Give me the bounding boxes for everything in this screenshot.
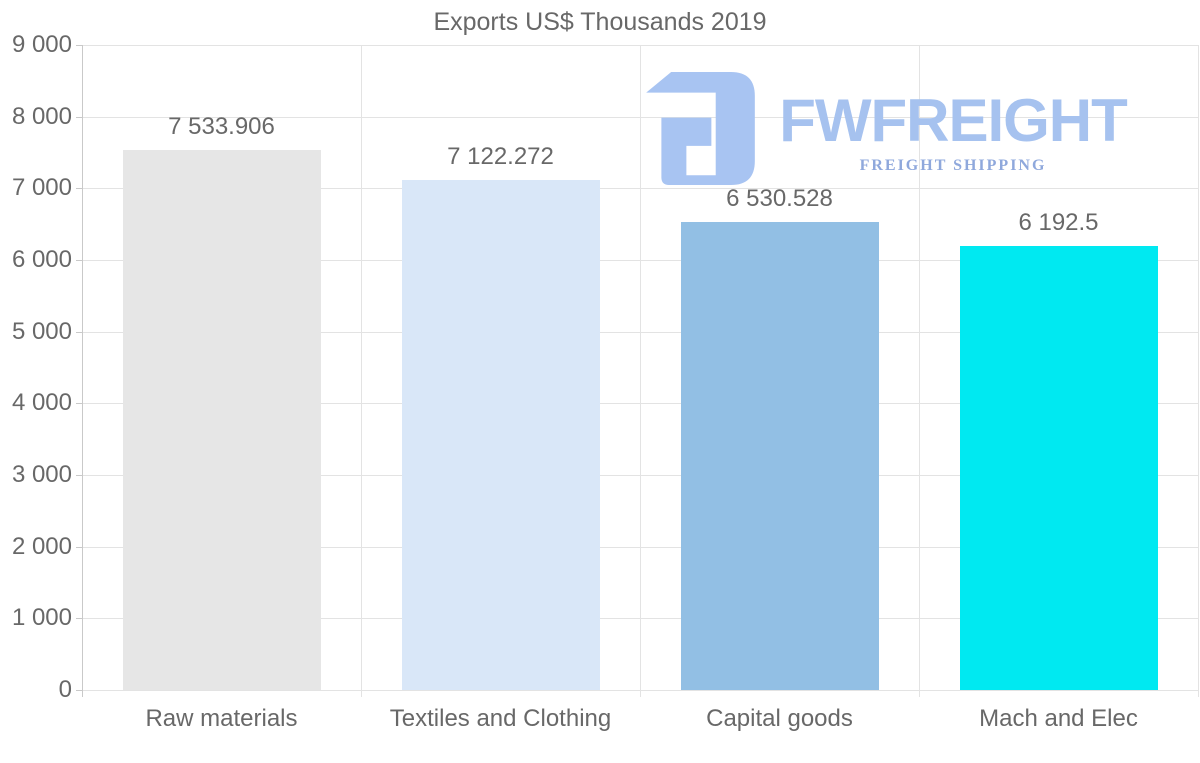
y-axis-label: 0 [58, 676, 72, 703]
y-axis-label: 5 000 [11, 317, 72, 345]
x-axis-label: Raw materials [145, 705, 298, 732]
bar-value-label: 6 530.528 [726, 184, 833, 212]
y-axis-label: 7 000 [11, 174, 72, 202]
y-axis-label: 1 000 [11, 604, 72, 632]
y-tick-mark [76, 260, 82, 261]
y-axis-label: 6 000 [11, 246, 72, 273]
x-gridline [919, 45, 920, 697]
x-gridline [361, 45, 362, 697]
bar-value-label: 7 533.906 [168, 113, 275, 141]
y-axis-label: 2 000 [11, 532, 72, 560]
chart-title: Exports US$ Thousands 2019 [433, 8, 767, 36]
y-axis-label: 4 000 [11, 389, 72, 417]
x-gridline [1198, 45, 1199, 697]
bar-textiles-and-clothing [401, 179, 600, 690]
y-tick-mark [76, 331, 82, 333]
y-tick-mark [76, 546, 82, 548]
y-axis-line [82, 45, 83, 697]
y-tick-mark [76, 45, 82, 46]
x-axis-label: Mach and Elec [979, 705, 1138, 732]
y-tick-mark [76, 690, 82, 691]
y-tick-mark [76, 618, 82, 620]
bar-raw-materials [122, 150, 321, 690]
y-tick-mark [76, 116, 82, 118]
bar-mach-and-elec [959, 246, 1158, 690]
y-tick-mark [76, 188, 82, 190]
brand-name: FWFREIGHT [779, 87, 1128, 154]
bar-value-label: 6 192.5 [1018, 209, 1099, 237]
y-tick-mark [76, 475, 82, 476]
y-axis-label: 9 000 [11, 31, 72, 58]
bar-capital-goods [680, 221, 879, 690]
freight-logo-icon [646, 72, 755, 185]
x-axis-label: Textiles and Clothing [389, 705, 612, 732]
x-axis-label: Capital goods [706, 705, 853, 732]
y-tick-mark [76, 403, 82, 405]
bar-value-label: 7 122.272 [447, 142, 554, 170]
x-gridline [640, 45, 641, 697]
y-axis-label: 3 000 [11, 461, 72, 488]
brand-tagline: FREIGHT SHIPPING [859, 157, 1047, 174]
brand-watermark: FWFREIGHT FREIGHT SHIPPING [646, 72, 1156, 187]
y-axis-label: 8 000 [11, 102, 72, 130]
